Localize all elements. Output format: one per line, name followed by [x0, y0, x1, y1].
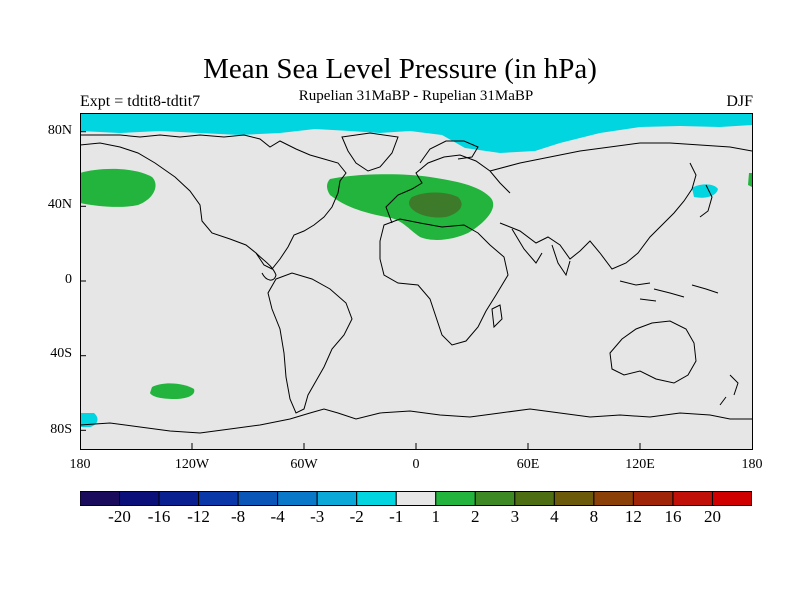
colorbar-cell [237, 491, 279, 506]
colorbar-label: -3 [310, 507, 325, 526]
coastline-south-america [267, 272, 353, 414]
coastline-indonesia [619, 280, 719, 302]
y-tick-label: 80S [50, 422, 72, 437]
south-pacific-positive-fill [150, 383, 195, 399]
x-tick-label: 60W [290, 457, 318, 472]
colorbar-label: 2 [471, 507, 480, 526]
x-tick-label: 60E [516, 457, 540, 472]
colorbar-cell [198, 491, 239, 506]
colorbar-cell [356, 491, 397, 506]
colorbar-cell [119, 491, 160, 506]
colorbar-cell [553, 491, 595, 506]
colorbar-cell [672, 491, 713, 506]
colorbar-label: -16 [147, 507, 171, 526]
colorbar-cell [435, 491, 476, 506]
y-tick-label: 40S [50, 346, 72, 361]
east-edge-positive-fill [748, 173, 752, 187]
antarctic-edge-negative-fill [80, 413, 98, 427]
coastline-arabia-india [511, 228, 571, 277]
colorbar-label: 1 [431, 507, 441, 526]
colorbar-label: 4 [550, 507, 559, 526]
colorbar-cell [395, 491, 437, 506]
y-tick-label: 0 [65, 272, 72, 287]
coastline-florida-gulf [255, 252, 277, 281]
colorbar-cell [711, 491, 752, 506]
colorbar-cell [277, 491, 318, 506]
coastline-africa [379, 218, 509, 346]
x-tick-label: 180 [69, 457, 91, 472]
colorbar-cell [593, 491, 634, 506]
colorbar-label: -12 [187, 507, 210, 526]
colorbar-cell [80, 491, 121, 506]
season-label: DJF [726, 93, 753, 110]
colorbar-label: 3 [510, 507, 520, 526]
pressure-map [80, 113, 753, 450]
colorbar-cell [632, 491, 674, 506]
colorbar-label: -2 [349, 507, 364, 526]
north-pacific-positive-fill [80, 168, 156, 207]
x-tick-label: 0 [412, 457, 420, 472]
coastline-asia [489, 142, 752, 172]
coastlines [80, 132, 752, 434]
colorbar-label: -8 [231, 507, 246, 526]
colorbar-cell [514, 491, 555, 506]
x-tick-label: 180 [741, 457, 763, 472]
colorbar-label: 20 [703, 507, 721, 526]
x-tick-label: 120W [174, 457, 210, 472]
coastline-australia [609, 320, 697, 384]
coastline-madagascar [491, 304, 503, 329]
europe-mediterranean-positive-fill [327, 174, 494, 240]
plot-title: Mean Sea Level Pressure (in hPa) [203, 53, 597, 85]
colorbar-label: -20 [108, 507, 131, 526]
arctic-negative-anomaly-fill [80, 113, 752, 153]
x-tick-label: 120E [625, 457, 655, 472]
coastline-japan [699, 184, 713, 218]
northwest-pacific-negative-fill [692, 184, 718, 198]
axis-ticks [80, 131, 641, 449]
coastline-south-asia [499, 162, 697, 270]
coastline-antarctica [80, 408, 752, 434]
colorbar-label: -4 [270, 507, 285, 526]
y-tick-label: 40N [47, 197, 72, 212]
colorbar-cell [474, 491, 516, 506]
coastline-north-america [80, 134, 347, 270]
mediterranean-peak-fill [409, 192, 462, 218]
period-label: Rupelian 31MaBP - Rupelian 31MaBP [298, 88, 534, 104]
colorbar [80, 491, 752, 506]
colorbar-label: 16 [664, 507, 682, 526]
coastline-scandinavia [419, 140, 479, 164]
coastline-greenland [341, 132, 399, 172]
y-tick-label: 80N [47, 123, 72, 138]
colorbar-label: 12 [624, 507, 642, 526]
coastline-new-zealand [719, 374, 739, 406]
colorbar-label: 8 [589, 507, 599, 526]
colorbar-cell [158, 491, 200, 506]
colorbar-cell [316, 491, 358, 506]
experiment-label: Expt = tdtit8-tdtit7 [80, 93, 201, 110]
colorbar-label: -1 [389, 507, 404, 526]
